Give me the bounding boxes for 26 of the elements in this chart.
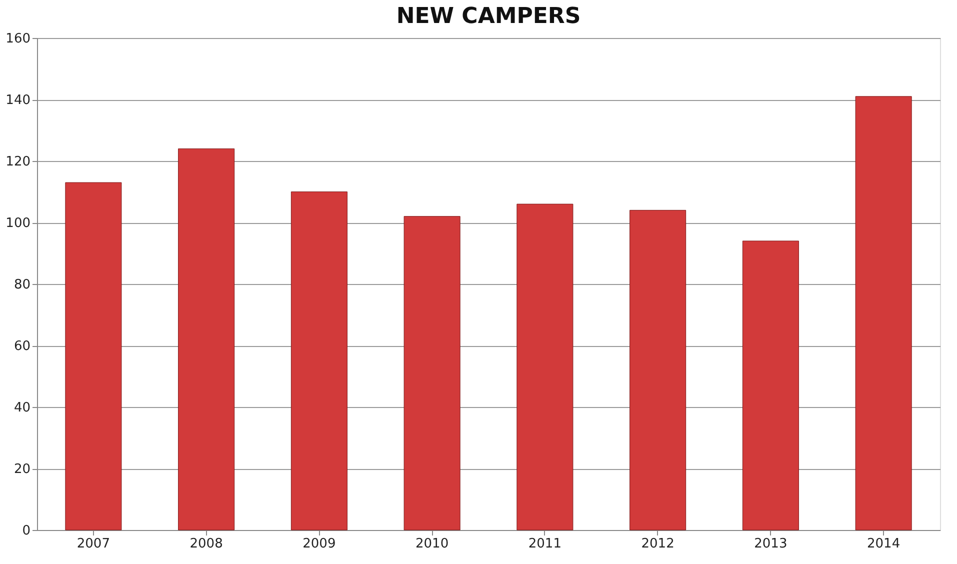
bar — [65, 182, 122, 530]
y-tick-label: 140 — [6, 93, 30, 108]
y-tick-label: 100 — [6, 216, 30, 231]
y-tick-label: 20 — [14, 462, 30, 477]
y-tick-label: 120 — [6, 154, 30, 170]
x-tick-label: 2013 — [754, 536, 788, 552]
y-tick-label: 40 — [14, 400, 30, 416]
bar — [290, 192, 348, 530]
bar — [516, 204, 574, 530]
y-tick-label: 80 — [14, 278, 30, 292]
x-tick-label: 2011 — [528, 536, 562, 552]
chart-title: NEW CAMPERS — [396, 4, 581, 29]
x-tick-label: 2008 — [190, 536, 223, 552]
bar — [855, 96, 912, 530]
y-tick-label: 60 — [14, 339, 30, 354]
x-tick-label: 2010 — [416, 536, 449, 552]
bar — [404, 216, 460, 530]
y-tick-label: 0 — [22, 524, 30, 538]
x-tick-label: 2012 — [641, 536, 674, 552]
x-tick-label: 2009 — [302, 536, 336, 552]
y-tick-label: 160 — [6, 32, 30, 46]
bar — [630, 210, 686, 530]
bar — [742, 240, 799, 530]
x-tick-label: 2014 — [867, 536, 900, 552]
x-tick-label: 2007 — [76, 536, 110, 552]
bar — [178, 148, 235, 530]
